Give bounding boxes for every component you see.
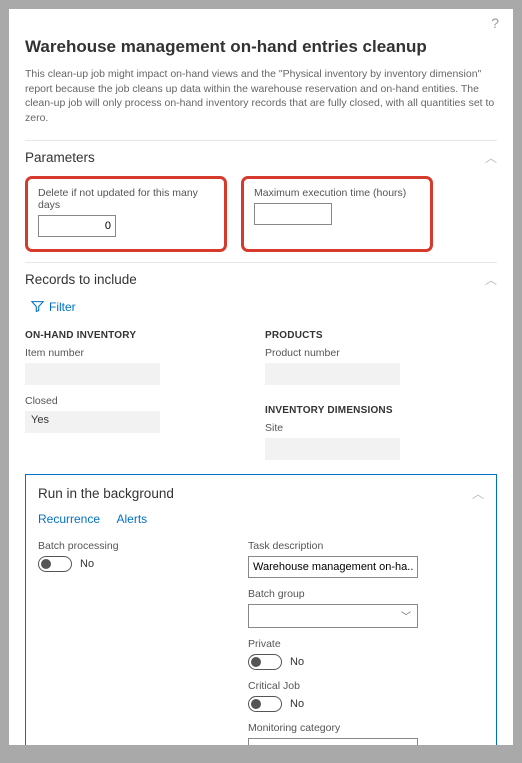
invdim-heading: INVENTORY DIMENSIONS: [265, 405, 465, 416]
filter-icon: [31, 300, 44, 313]
delete-days-input[interactable]: [38, 215, 116, 237]
delete-days-highlight: Delete if not updated for this many days: [25, 176, 227, 252]
records-title: Records to include: [25, 272, 137, 287]
filter-button[interactable]: Filter: [31, 300, 76, 314]
max-exec-input[interactable]: [254, 203, 332, 225]
help-icon[interactable]: ?: [491, 15, 499, 31]
run-right-col: Task description Batch group ﹀ Private N…: [248, 540, 438, 745]
product-number-field[interactable]: [265, 363, 400, 385]
closed-field[interactable]: Yes: [25, 411, 160, 433]
recurrence-link[interactable]: Recurrence: [38, 512, 100, 526]
chevron-up-icon: ︿: [472, 485, 484, 502]
private-field: No: [248, 654, 438, 670]
delete-days-label: Delete if not updated for this many days: [38, 187, 214, 211]
parameters-title: Parameters: [25, 150, 95, 165]
batch-processing-label: Batch processing: [38, 540, 208, 552]
page-title: Warehouse management on-hand entries cle…: [25, 37, 497, 57]
batch-group-label: Batch group: [248, 588, 438, 600]
batch-processing-field: No: [38, 556, 208, 572]
max-exec-label: Maximum execution time (hours): [254, 187, 420, 199]
run-links: Recurrence Alerts: [38, 510, 484, 528]
onhand-heading: ON-HAND INVENTORY: [25, 330, 225, 341]
products-column: PRODUCTS Product number INVENTORY DIMENS…: [265, 320, 465, 460]
records-body: ON-HAND INVENTORY Item number Closed Yes…: [25, 320, 497, 460]
task-description-input[interactable]: [248, 556, 418, 578]
critical-job-field: No: [248, 696, 438, 712]
critical-job-toggle[interactable]: [248, 696, 282, 712]
parameters-body: Delete if not updated for this many days…: [25, 176, 497, 252]
private-toggle[interactable]: [248, 654, 282, 670]
site-field[interactable]: [265, 438, 400, 460]
parameters-header[interactable]: Parameters ︿: [25, 149, 497, 166]
run-background-title: Run in the background: [38, 486, 174, 501]
batch-group-select[interactable]: ﹀: [248, 604, 418, 628]
critical-job-label: Critical Job: [248, 680, 438, 692]
run-background-section: Run in the background ︿ Recurrence Alert…: [25, 474, 497, 745]
product-number-label: Product number: [265, 347, 465, 359]
dialog-window: ? Warehouse management on-hand entries c…: [9, 9, 513, 745]
records-section: Records to include ︿ Filter ON-HAND INVE…: [25, 262, 497, 460]
site-label: Site: [265, 422, 465, 434]
chevron-up-icon: ︿: [485, 149, 497, 166]
closed-label: Closed: [25, 395, 225, 407]
monitoring-category-select[interactable]: ﹀: [248, 738, 418, 745]
private-label: Private: [248, 638, 438, 650]
task-description-label: Task description: [248, 540, 438, 552]
chevron-up-icon: ︿: [485, 271, 497, 288]
critical-job-value: No: [290, 698, 304, 710]
batch-processing-toggle[interactable]: [38, 556, 72, 572]
page-description: This clean-up job might impact on-hand v…: [25, 67, 497, 126]
alerts-link[interactable]: Alerts: [116, 512, 147, 526]
monitoring-category-label: Monitoring category: [248, 722, 438, 734]
chevron-down-icon: ﹀: [401, 742, 411, 745]
filter-label: Filter: [49, 300, 76, 314]
max-exec-highlight: Maximum execution time (hours): [241, 176, 433, 252]
item-number-label: Item number: [25, 347, 225, 359]
onhand-column: ON-HAND INVENTORY Item number Closed Yes: [25, 320, 225, 460]
chevron-down-icon: ﹀: [401, 608, 411, 623]
parameters-section: Parameters ︿ Delete if not updated for t…: [25, 140, 497, 252]
run-background-body: Batch processing No Task description Bat…: [38, 540, 484, 745]
item-number-field[interactable]: [25, 363, 160, 385]
products-heading: PRODUCTS: [265, 330, 465, 341]
run-left-col: Batch processing No: [38, 540, 208, 745]
batch-processing-value: No: [80, 558, 94, 570]
run-background-header[interactable]: Run in the background ︿: [38, 485, 484, 502]
private-value: No: [290, 656, 304, 668]
records-header[interactable]: Records to include ︿: [25, 271, 497, 288]
